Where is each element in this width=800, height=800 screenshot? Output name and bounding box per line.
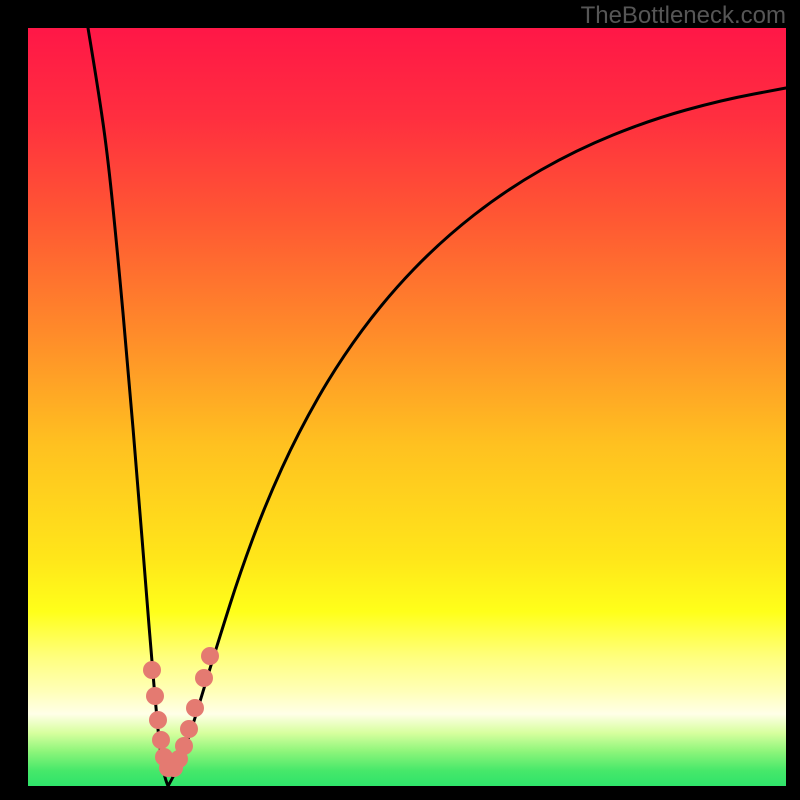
plot-area bbox=[28, 28, 786, 786]
marker-point bbox=[195, 669, 213, 687]
frame-bottom bbox=[0, 786, 800, 800]
marker-point bbox=[146, 687, 164, 705]
marker-point bbox=[201, 647, 219, 665]
marker-point bbox=[149, 711, 167, 729]
marker-point bbox=[180, 720, 198, 738]
chart-root: TheBottleneck.com bbox=[0, 0, 800, 800]
frame-right-sliver bbox=[786, 0, 800, 800]
watermark-text: TheBottleneck.com bbox=[581, 2, 786, 30]
gradient-background bbox=[28, 28, 786, 786]
marker-point bbox=[152, 731, 170, 749]
frame-left bbox=[0, 0, 28, 800]
marker-point bbox=[175, 737, 193, 755]
marker-point bbox=[143, 661, 161, 679]
marker-point bbox=[186, 699, 204, 717]
